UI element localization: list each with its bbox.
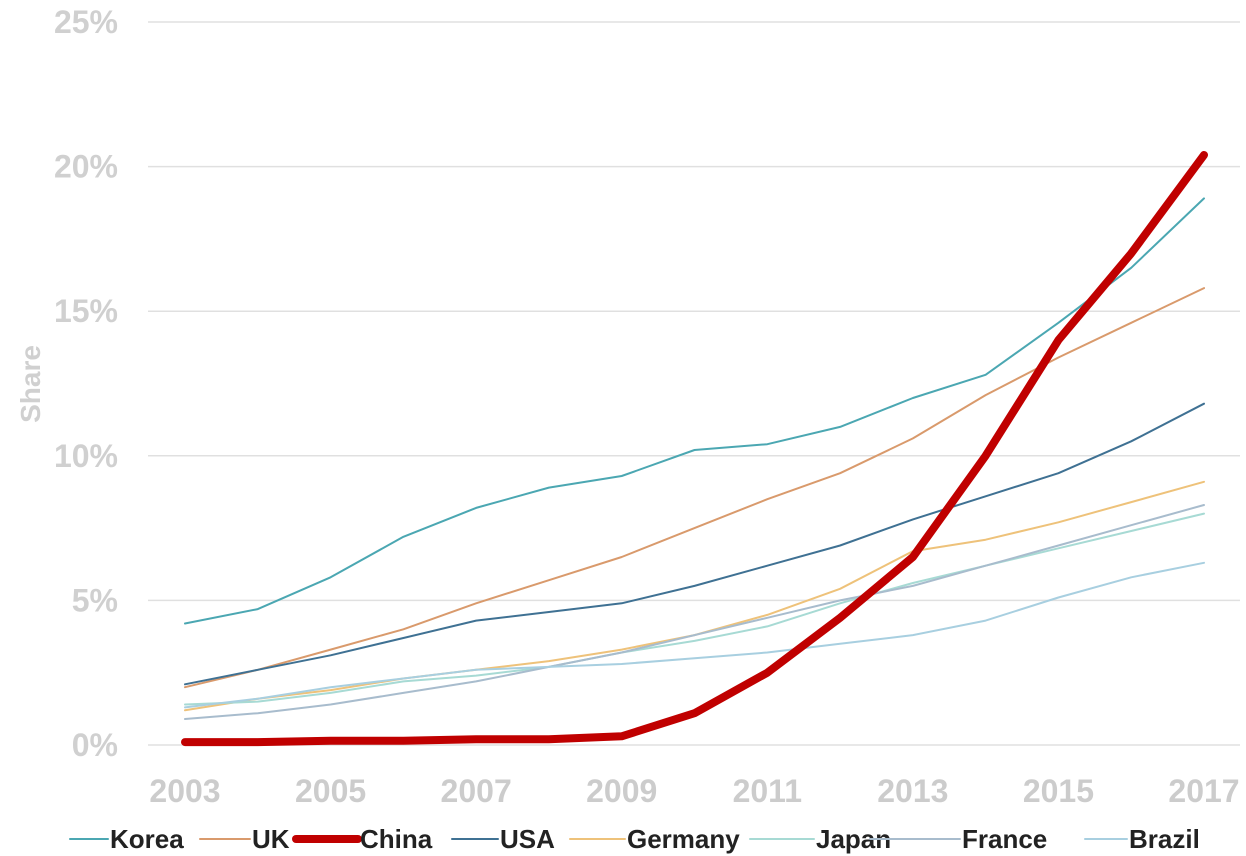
x-tick-label: 2013 [877, 773, 948, 809]
legend-label-germany: Germany [627, 824, 740, 854]
y-tick-label: 25% [54, 4, 118, 40]
x-tick-label: 2007 [441, 773, 512, 809]
series-line-france [184, 504, 1205, 720]
series-line-germany [184, 480, 1205, 712]
x-axis-ticks: 2003 2005 2007 2009 2011 2013 2015 2017 [149, 773, 1239, 809]
legend: Korea UK China USA Germany Japan France Brazil [69, 824, 1200, 854]
y-tick-label: 15% [54, 293, 118, 329]
x-tick-label: 2011 [733, 773, 802, 809]
x-tick-label: 2003 [149, 773, 220, 809]
x-tick-label: 2015 [1023, 773, 1094, 809]
series-line-usa [184, 402, 1205, 686]
y-tick-label: 20% [54, 149, 118, 185]
series-line-china [181, 151, 1208, 747]
series-line-brazil [184, 561, 1205, 709]
y-tick-label: 0% [72, 727, 118, 763]
series-line-japan [184, 512, 1205, 706]
legend-label-usa: USA [500, 824, 555, 854]
series-line-uk [184, 287, 1205, 689]
y-tick-label: 10% [54, 438, 118, 474]
gridlines [148, 21, 1240, 746]
legend-label-france: France [962, 824, 1047, 854]
x-tick-label: 2009 [586, 773, 657, 809]
x-tick-label: 2017 [1168, 773, 1239, 809]
legend-label-korea: Korea [110, 824, 184, 854]
series-line-korea [184, 197, 1205, 625]
series-lines [181, 151, 1208, 747]
legend-label-uk: UK [252, 824, 290, 854]
y-axis-label: Share [15, 345, 46, 423]
legend-label-brazil: Brazil [1129, 824, 1200, 854]
legend-label-china: China [360, 824, 433, 854]
y-tick-label: 5% [72, 582, 118, 618]
y-axis-ticks: 0% 5% 10% 15% 20% 25% [54, 4, 118, 763]
x-tick-label: 2005 [295, 773, 366, 809]
